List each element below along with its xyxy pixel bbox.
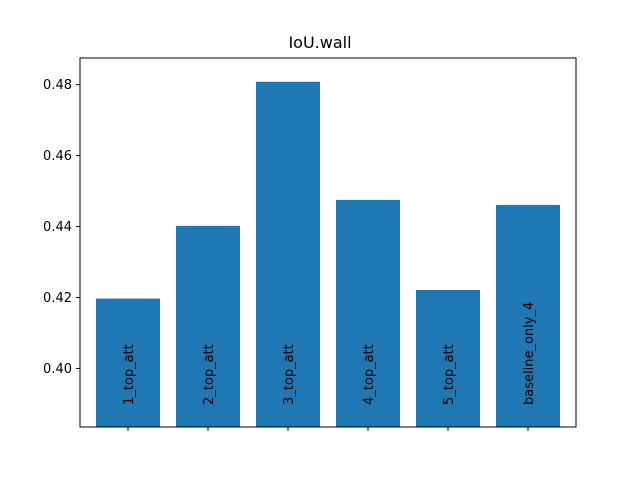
y-tick-label: 0.48 [43,78,72,93]
bar-label-5_top_att: 5_top_att [442,344,457,405]
bar-4_top_att [336,199,400,427]
bar-baseline_only_4 [496,204,560,427]
bar-5_top_att [416,290,480,427]
bars-group [96,81,560,428]
plot-frame [79,57,577,428]
y-tick-label: 0.44 [43,220,72,235]
bar-label-3_top_att: 3_top_att [282,344,297,405]
y-tick-label: 0.40 [43,362,72,377]
chart-title: IoU.wall [288,33,351,52]
bar-3_top_att [256,81,320,428]
y-axis: 0.40 0.42 0.44 0.46 0.48 [43,78,80,377]
bar-label-2_top_att: 2_top_att [202,344,217,405]
bar-1_top_att [96,298,160,427]
y-tick-label: 0.46 [43,149,72,164]
x-axis [127,427,529,431]
bar-labels-group: 1_top_att 2_top_att 3_top_att 4_top_att 5_to… [122,302,537,405]
bar-2_top_att [176,225,240,427]
y-tick-label: 0.42 [43,291,72,306]
bar-label-baseline_only_4: baseline_only_4 [522,302,537,405]
bar-label-4_top_att: 4_top_att [362,344,377,405]
bar-label-1_top_att: 1_top_att [122,344,137,405]
